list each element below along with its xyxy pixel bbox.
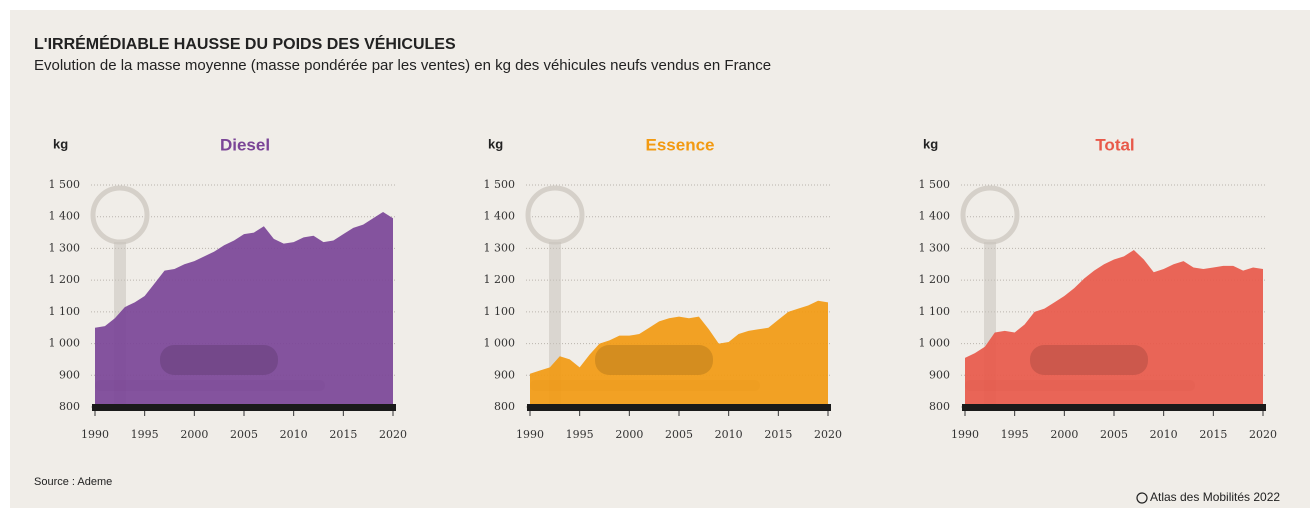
y-tick-label: 1 300 bbox=[49, 241, 81, 254]
y-tick-label: 1 200 bbox=[919, 273, 951, 286]
x-tick-label: 2020 bbox=[379, 428, 407, 441]
area bbox=[965, 250, 1263, 407]
x-tick-label: 1990 bbox=[81, 428, 109, 441]
x-tick-label: 2010 bbox=[280, 428, 308, 441]
x-tick-label: 2005 bbox=[1100, 428, 1128, 441]
y-tick-label: 900 bbox=[59, 368, 80, 381]
x-tick-label: 2000 bbox=[615, 428, 643, 441]
page-title: L'IRRÉMÉDIABLE HAUSSE DU POIDS DES VÉHIC… bbox=[34, 34, 456, 53]
cc-icon bbox=[1136, 492, 1148, 504]
car-body bbox=[1030, 345, 1148, 375]
car-body bbox=[160, 345, 278, 375]
y-tick-label: 1 000 bbox=[484, 337, 516, 350]
x-tick-label: 2000 bbox=[1050, 428, 1078, 441]
x-tick-label: 2015 bbox=[1199, 428, 1227, 441]
panel-title: Total bbox=[1095, 135, 1134, 154]
page-subtitle: Evolution de la masse moyenne (masse pon… bbox=[34, 57, 771, 74]
y-tick-label: 1 200 bbox=[49, 273, 81, 286]
panel-title: Essence bbox=[646, 135, 715, 154]
y-tick-label: 800 bbox=[494, 400, 515, 413]
x-tick-label: 2020 bbox=[814, 428, 842, 441]
y-tick-label: 1 000 bbox=[919, 337, 951, 350]
car-body bbox=[595, 345, 713, 375]
area bbox=[95, 211, 393, 407]
y-tick-label: 1 500 bbox=[484, 178, 516, 191]
x-tick-label: 2005 bbox=[665, 428, 693, 441]
baseline bbox=[962, 404, 1266, 411]
x-tick-label: 1995 bbox=[131, 428, 159, 441]
x-tick-label: 1995 bbox=[566, 428, 594, 441]
y-tick-label: 1 500 bbox=[919, 178, 951, 191]
y-tick-label: 1 100 bbox=[49, 305, 81, 318]
y-tick-label: 800 bbox=[59, 400, 80, 413]
y-tick-label: 1 500 bbox=[49, 178, 81, 191]
y-axis-label: kg bbox=[488, 136, 503, 151]
y-tick-label: 1 100 bbox=[484, 305, 516, 318]
y-tick-label: 800 bbox=[929, 400, 950, 413]
x-tick-label: 1990 bbox=[951, 428, 979, 441]
y-tick-label: 1 400 bbox=[49, 210, 81, 223]
y-tick-label: 1 300 bbox=[484, 241, 516, 254]
y-tick-label: 1 400 bbox=[919, 210, 951, 223]
y-tick-label: 900 bbox=[929, 368, 950, 381]
y-axis-label: kg bbox=[923, 136, 938, 151]
y-tick-label: 1 300 bbox=[919, 241, 951, 254]
area bbox=[530, 300, 828, 407]
x-tick-label: 2020 bbox=[1249, 428, 1277, 441]
y-tick-label: 1 200 bbox=[484, 273, 516, 286]
y-tick-label: 1 000 bbox=[49, 337, 81, 350]
x-tick-label: 1995 bbox=[1001, 428, 1029, 441]
panel-title: Diesel bbox=[220, 135, 270, 154]
source: Source : Ademe bbox=[34, 476, 112, 488]
x-tick-label: 2000 bbox=[180, 428, 208, 441]
baseline bbox=[92, 404, 396, 411]
x-tick-label: 2005 bbox=[230, 428, 258, 441]
baseline bbox=[527, 404, 831, 411]
x-tick-label: 2015 bbox=[329, 428, 357, 441]
x-tick-label: 2010 bbox=[715, 428, 743, 441]
y-tick-label: 1 400 bbox=[484, 210, 516, 223]
y-tick-label: 1 100 bbox=[919, 305, 951, 318]
y-tick-label: 900 bbox=[494, 368, 515, 381]
credit: Atlas des Mobilités 2022 bbox=[1150, 490, 1280, 504]
x-tick-label: 2015 bbox=[764, 428, 792, 441]
y-axis-label: kg bbox=[53, 136, 68, 151]
x-tick-label: 1990 bbox=[516, 428, 544, 441]
x-tick-label: 2010 bbox=[1150, 428, 1178, 441]
